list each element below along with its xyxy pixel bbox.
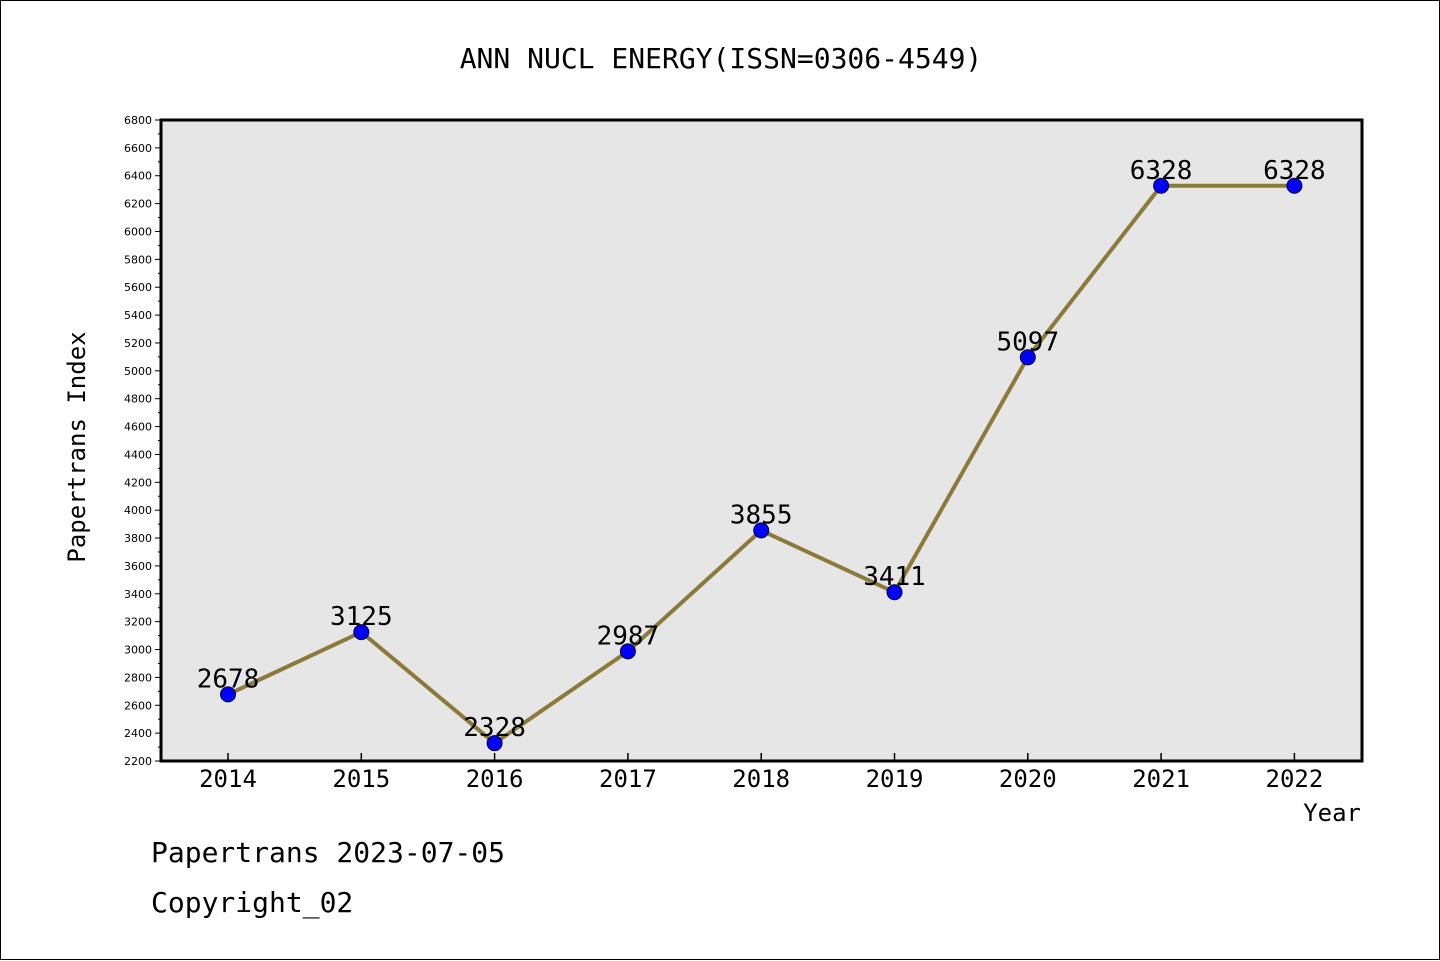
- x-tick-label: 2018: [732, 765, 790, 793]
- y-tick-label: 4800: [124, 393, 152, 406]
- data-label: 3411: [863, 562, 926, 592]
- y-tick-label: 4200: [124, 476, 152, 489]
- y-tick-label: 2800: [124, 671, 152, 684]
- data-label: 5097: [996, 327, 1059, 357]
- y-tick-label: 5400: [124, 309, 152, 322]
- x-tick-label: 2016: [466, 765, 524, 793]
- x-tick-label: 2021: [1132, 765, 1190, 793]
- data-label: 2678: [197, 664, 260, 694]
- y-tick-label: 4000: [124, 504, 152, 517]
- footer-copyright: Copyright_02: [151, 886, 354, 919]
- y-axis-title: Papertrans Index: [63, 331, 91, 562]
- y-tick-label: 4400: [124, 448, 152, 461]
- y-tick-label: 5000: [124, 365, 152, 378]
- data-label: 2328: [463, 713, 526, 743]
- y-tick-label: 2200: [124, 755, 152, 768]
- y-tick-label: 3600: [124, 560, 152, 573]
- y-tick-label: 3800: [124, 532, 152, 545]
- y-tick-label: 6800: [124, 114, 152, 127]
- y-tick-label: 5200: [124, 337, 152, 350]
- chart-title: ANN NUCL ENERGY(ISSN=0306-4549): [460, 42, 983, 75]
- x-tick-label: 2019: [866, 765, 924, 793]
- data-point: [220, 686, 236, 703]
- data-label: 6328: [1130, 156, 1193, 186]
- y-tick-label: 3200: [124, 616, 152, 629]
- y-tick-label: 2400: [124, 727, 152, 740]
- x-tick-label: 2014: [199, 765, 257, 793]
- x-tick-label: 2015: [332, 765, 390, 793]
- y-tick-label: 6600: [124, 142, 152, 155]
- data-labels: 2678 3125 2328 2987 3855 3411 5097 6328 6328: [197, 156, 1326, 743]
- data-label: 3855: [730, 500, 793, 530]
- y-tick-label: 6400: [124, 170, 152, 183]
- y-tick-label: 3000: [124, 644, 152, 657]
- y-tick-label: 5600: [124, 281, 152, 294]
- data-point: [886, 584, 903, 601]
- data-point: [1153, 177, 1170, 194]
- y-tick-label: 2600: [124, 699, 152, 712]
- y-tick-label: 3400: [124, 588, 152, 601]
- data-label: 3125: [330, 602, 393, 632]
- x-tick-label: 2022: [1266, 765, 1324, 793]
- data-point: [753, 522, 770, 539]
- x-axis-title: Year: [1303, 799, 1361, 827]
- footer-date: Papertrans 2023-07-05: [151, 836, 506, 869]
- data-label: 6328: [1263, 156, 1326, 186]
- data-point: [619, 643, 636, 660]
- data-point: [353, 624, 370, 641]
- x-tick-label: 2020: [999, 765, 1057, 793]
- series-markers: [220, 177, 1303, 752]
- data-point: [486, 735, 503, 752]
- data-point: [1286, 177, 1303, 194]
- data-label: 2987: [597, 621, 660, 651]
- x-axis: 2014 2015 2016 2017 2018 2019 2020 2021 2022: [199, 753, 1323, 793]
- y-tick-label: 6200: [124, 198, 152, 211]
- y-tick-label: 5800: [124, 253, 152, 266]
- y-axis: 2200 2400 2600 2800 3000 3200 3400 3600 3800 4000…: [124, 114, 161, 768]
- x-tick-label: 2017: [599, 765, 657, 793]
- plot-area: [159, 118, 1364, 763]
- y-tick-label: 6000: [124, 225, 152, 238]
- y-tick-label: 4600: [124, 421, 152, 434]
- data-point: [1019, 349, 1036, 366]
